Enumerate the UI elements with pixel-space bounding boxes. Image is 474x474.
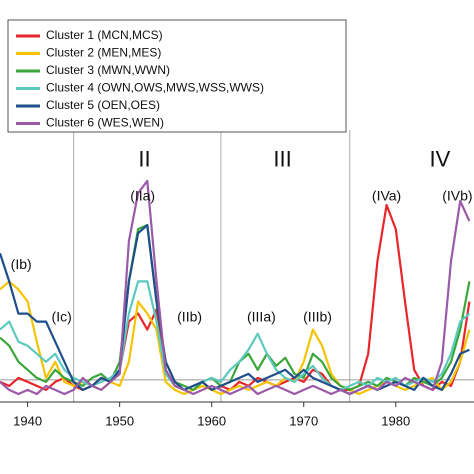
legend: Cluster 1 (MCN,MCS) Cluster 2 (MEN,MES) Cl… xyxy=(7,19,347,133)
annotation: (IIa) xyxy=(130,188,155,204)
legend-label: Cluster 5 (OEN,OES) xyxy=(46,98,160,112)
x-tick-label: 1980 xyxy=(381,413,410,428)
x-tick-label: 1950 xyxy=(105,413,134,428)
series-line xyxy=(0,280,471,391)
x-tick-label: 1960 xyxy=(197,413,226,428)
annotation: (IVa) xyxy=(372,188,401,204)
legend-label: Cluster 6 (WES,WEN) xyxy=(46,116,164,130)
legend-label: Cluster 4 (OWN,OWS,MWS,WSS,WWS) xyxy=(46,81,264,95)
annotation: (Ic) xyxy=(52,308,72,324)
annotation: (IVb) xyxy=(442,188,472,204)
legend-label: Cluster 3 (MWN,WWN) xyxy=(46,63,170,77)
annotation: (IIIb) xyxy=(303,308,332,324)
annotation: IV xyxy=(430,147,451,172)
legend-box xyxy=(7,19,347,133)
legend-label: Cluster 1 (MCN,MCS) xyxy=(46,28,163,42)
annotation: III xyxy=(273,147,291,172)
x-tick-label: 1940 xyxy=(13,413,42,428)
legend-label: Cluster 2 (MEN,MES) xyxy=(46,46,161,60)
annotation: (IIIa) xyxy=(247,308,276,324)
x-tick-label: 1970 xyxy=(289,413,318,428)
annotation: (Ib) xyxy=(11,256,32,272)
series-line xyxy=(0,179,471,396)
annotation: (IIb) xyxy=(177,308,202,324)
annotation: II xyxy=(138,147,150,172)
series-line xyxy=(0,203,471,391)
